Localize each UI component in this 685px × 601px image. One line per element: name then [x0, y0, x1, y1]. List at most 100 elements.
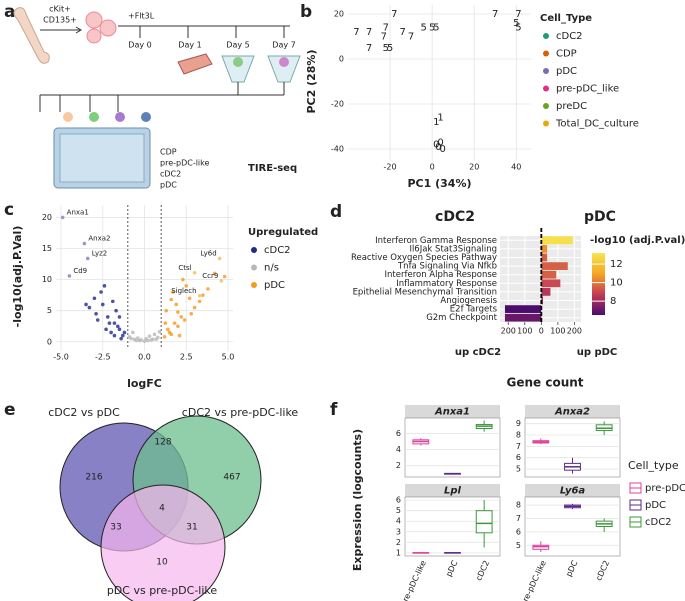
cell-icon	[85, 11, 103, 29]
category-label: Inflammatory Response	[396, 279, 497, 289]
y-tick-label: 4	[396, 517, 401, 526]
category-label: Tnfa Signaling Via Nfkb	[397, 262, 497, 272]
point	[119, 336, 123, 341]
set-label: cDC2 vs pre-pDC-like	[182, 406, 299, 419]
colorbar-tick-label: 12	[610, 259, 623, 270]
x-axis-label: logFC	[127, 377, 162, 390]
category-label: Il6Jak Stat3Signaling	[409, 244, 497, 254]
point	[122, 330, 127, 335]
facet-title: Anxa2	[554, 407, 590, 418]
annotated-point	[85, 256, 90, 261]
point	[163, 321, 168, 325]
point	[166, 327, 170, 332]
point	[100, 302, 105, 307]
x-tick-label: 200	[501, 327, 516, 336]
point	[197, 299, 202, 304]
colorbar-tick-label: 10	[610, 278, 623, 289]
y-tick-label: 9	[516, 419, 521, 428]
y-tick-label: 7	[516, 442, 521, 451]
y-tick-label: 0	[47, 337, 52, 346]
point	[164, 308, 169, 313]
region-count: 10	[156, 558, 168, 568]
category-label: Interferon Gamma Response	[375, 236, 497, 246]
category-label: E2f Targets	[450, 305, 498, 315]
plot-frame	[404, 496, 501, 557]
point	[172, 321, 177, 325]
y-tick-label: 3	[396, 527, 401, 536]
x-tick-label: 100	[517, 327, 532, 336]
point-label: 7	[408, 32, 414, 43]
point	[115, 324, 120, 329]
point-label: 5	[429, 23, 435, 34]
legend-label: pDC	[264, 280, 285, 291]
point-label: 0	[433, 140, 439, 151]
point	[176, 324, 180, 329]
y-tick-label: 2	[396, 461, 401, 470]
cell-icon	[141, 112, 151, 122]
x-tick-label: 20	[469, 163, 479, 172]
y-tick-label: 6	[516, 453, 521, 462]
bar	[541, 262, 568, 270]
point	[129, 336, 133, 341]
point	[139, 338, 143, 342]
annotated-point	[60, 215, 65, 220]
x-tick-label: pDC	[444, 559, 459, 578]
region-count: 31	[186, 523, 197, 533]
day-label: Day 7	[272, 41, 295, 50]
x-tick-label: pre-pDC-like	[519, 559, 548, 601]
set-label: cDC2 vs pDC	[48, 406, 120, 419]
point	[107, 321, 112, 325]
gene-label: Ly6d	[200, 249, 216, 257]
day-label: Day 0	[128, 41, 151, 50]
annotated-point	[197, 293, 202, 298]
legend-key	[543, 50, 549, 57]
y-tick-label: 5	[396, 506, 401, 515]
legend-label: pre-pDC_like	[556, 84, 619, 95]
legend-key	[543, 85, 549, 92]
bar	[541, 236, 573, 245]
y-tick-label: 8	[516, 501, 521, 510]
region-count: 216	[85, 473, 102, 483]
population-label: pDC	[160, 181, 177, 190]
x-tick-label: 40	[511, 163, 521, 172]
point-label: 7	[400, 27, 406, 38]
y-axis-label: Expression (logcounts)	[351, 429, 364, 571]
timeline	[118, 25, 290, 38]
legend-key	[251, 264, 257, 271]
legend-label: cDC2	[645, 517, 672, 528]
point	[181, 277, 185, 282]
x-tick-label: -20	[384, 163, 397, 172]
y-tick-label: 5	[47, 306, 52, 315]
y-tick-label: 20	[42, 213, 52, 222]
facet-title: Lpl	[444, 486, 462, 497]
point	[105, 315, 110, 319]
point	[192, 305, 197, 310]
gene-label: Siglech	[171, 287, 196, 295]
cell-icon	[279, 57, 289, 67]
legend-label: pDC	[556, 66, 577, 77]
strip	[405, 484, 500, 497]
cell-icon	[233, 57, 243, 67]
point	[92, 296, 97, 301]
point	[189, 312, 194, 316]
point	[157, 330, 162, 334]
y-axis-label: PC2 (28%)	[305, 49, 318, 113]
panel-letter: a	[4, 2, 15, 22]
point	[174, 302, 179, 307]
group-label: pDC	[584, 209, 616, 225]
x-tick-label: pre-pDC-like	[399, 559, 428, 601]
legend-key	[251, 282, 257, 288]
set-label: pDC vs pre-pDC-like	[107, 584, 218, 597]
y-tick-label: 5	[516, 465, 521, 474]
cell-icon	[89, 112, 99, 122]
x-tick-label: 100	[550, 327, 565, 336]
x-tick-label: 0	[430, 163, 435, 172]
point	[114, 308, 118, 313]
bar	[541, 288, 551, 296]
direction-label: up cDC2	[455, 347, 501, 358]
cell-icon	[99, 19, 117, 37]
point	[222, 274, 227, 279]
category-label: Interferon Alpha Response	[385, 270, 497, 280]
point	[117, 315, 122, 319]
x-tick-label: cDC2	[594, 559, 611, 582]
